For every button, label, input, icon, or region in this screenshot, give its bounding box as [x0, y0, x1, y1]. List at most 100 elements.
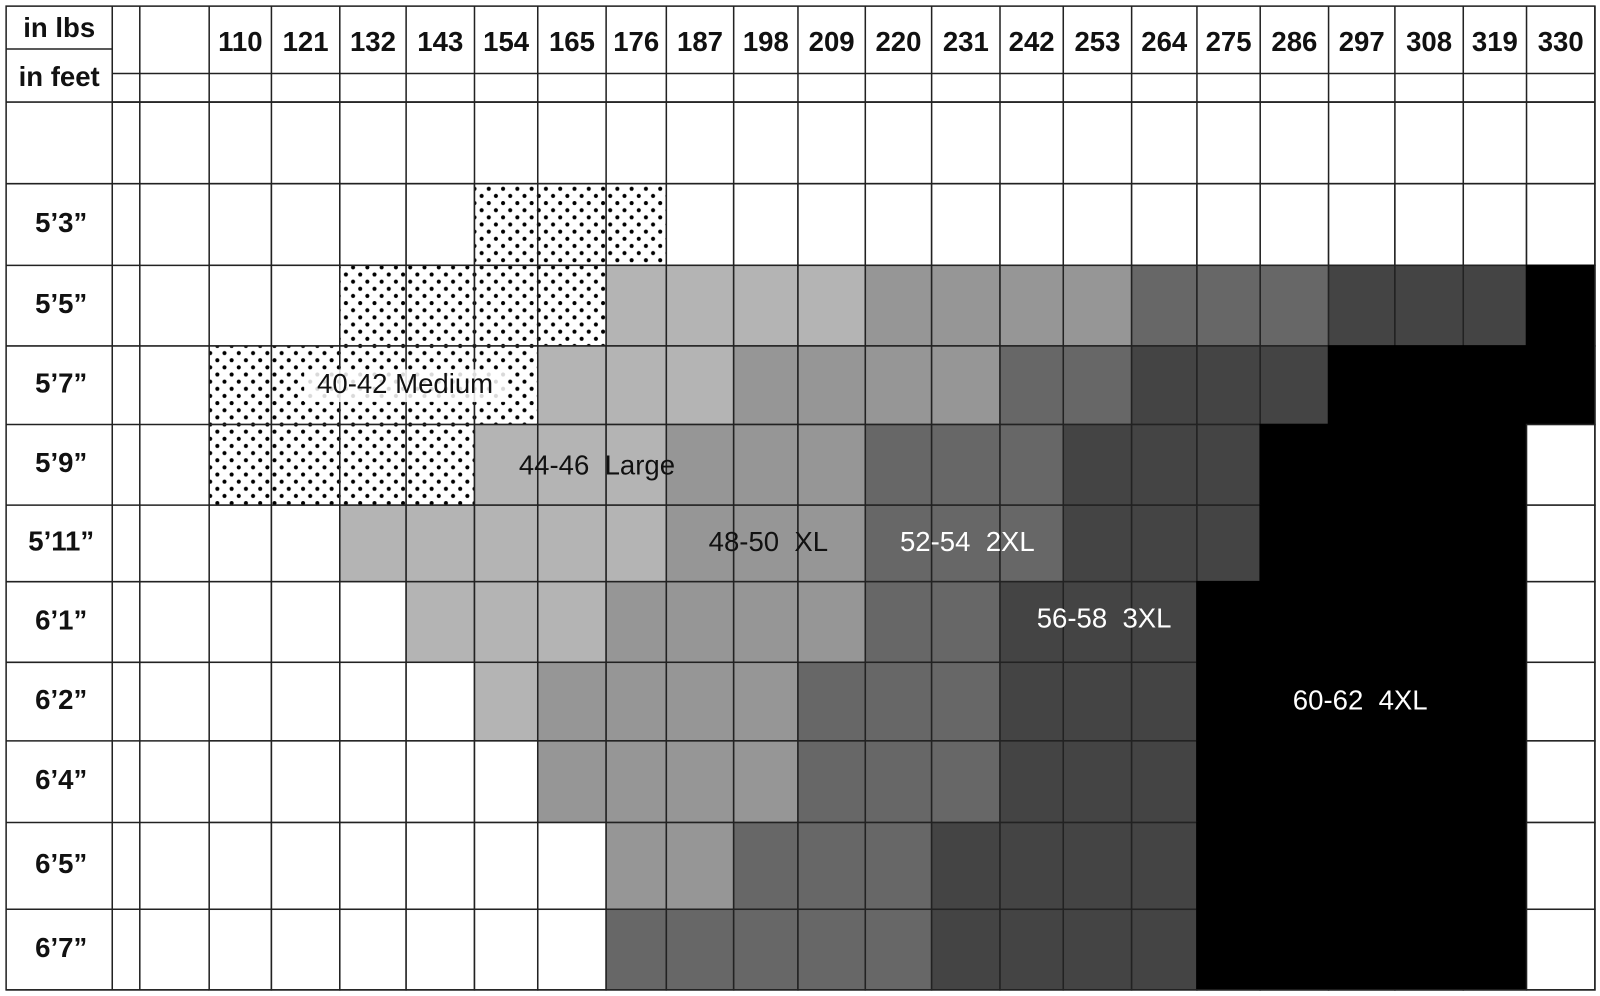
weight-value: 154 [483, 26, 530, 57]
cell [405, 423, 476, 506]
cell [1462, 345, 1528, 426]
cell [1462, 264, 1528, 347]
cell [930, 821, 1001, 911]
cell [1462, 580, 1528, 664]
cell [473, 908, 539, 991]
cell [1525, 345, 1596, 426]
cell [1394, 264, 1465, 347]
cell [1394, 580, 1465, 664]
cell [270, 504, 341, 583]
weight-value: 297 [1339, 26, 1385, 57]
cell [665, 821, 735, 911]
weight-value: 187 [677, 26, 723, 57]
cell [864, 908, 933, 991]
cell [1394, 740, 1465, 824]
cell [405, 740, 476, 824]
height-label: in feet [19, 61, 100, 92]
cell [208, 504, 273, 583]
cell [208, 821, 273, 911]
cell [270, 821, 341, 911]
cell [1130, 661, 1198, 742]
cell [1394, 908, 1465, 991]
cell [1196, 661, 1261, 742]
cell [1525, 908, 1596, 991]
cell [339, 908, 407, 991]
cell [605, 345, 668, 426]
cell [1196, 821, 1261, 911]
cell [536, 908, 607, 991]
cell [536, 580, 607, 664]
cell [605, 740, 668, 824]
cell [1462, 504, 1528, 583]
cell [405, 264, 476, 347]
cell [930, 908, 1001, 991]
cell [665, 740, 735, 824]
cell [732, 264, 799, 347]
cell [1462, 740, 1528, 824]
weight-value: 308 [1406, 26, 1452, 57]
cell [665, 264, 735, 347]
cell [1525, 661, 1596, 742]
height-value: 6’1” [35, 604, 87, 635]
cell [1462, 821, 1528, 911]
cell [1327, 345, 1396, 426]
cell [732, 182, 799, 267]
cell [1525, 264, 1596, 347]
cell [665, 504, 735, 583]
cell [1525, 182, 1596, 267]
cell [1462, 423, 1528, 506]
weight-value: 242 [1009, 26, 1055, 57]
weight-value: 275 [1206, 26, 1252, 57]
cell [1130, 821, 1198, 911]
weight-value: 143 [417, 26, 463, 57]
cell [473, 504, 539, 583]
size-label: 60-62 4XL [1293, 684, 1428, 715]
cell [1259, 740, 1330, 824]
cell [339, 182, 407, 267]
weight-value: 231 [943, 26, 989, 57]
cell [930, 740, 1001, 824]
cell [930, 661, 1001, 742]
cell [1394, 504, 1465, 583]
cell [1525, 821, 1596, 911]
cell [1130, 504, 1198, 583]
cell [208, 580, 273, 664]
cell [1196, 504, 1261, 583]
cell [208, 423, 273, 506]
cell [1130, 345, 1198, 426]
cell [605, 182, 668, 267]
cell [405, 661, 476, 742]
cell [270, 740, 341, 824]
cell [270, 908, 341, 991]
cell [1462, 182, 1528, 267]
cell [536, 661, 607, 742]
cell [605, 661, 668, 742]
cell [1062, 264, 1133, 347]
cell [339, 423, 407, 506]
weight-value: 253 [1074, 26, 1120, 57]
cell [1130, 908, 1198, 991]
table-border [5, 5, 1596, 991]
cell [797, 740, 867, 824]
weight-value: 286 [1271, 26, 1317, 57]
cell [1196, 182, 1261, 267]
cell [1130, 423, 1198, 506]
size-label: 52-54 2XL [900, 526, 1035, 557]
cell [732, 740, 799, 824]
cell [208, 661, 273, 742]
cell [797, 908, 867, 991]
cell [1525, 580, 1596, 664]
cell [665, 908, 735, 991]
cell [1394, 423, 1465, 506]
cell [1259, 661, 1330, 742]
height-value: 5’11” [28, 526, 94, 557]
cell [797, 821, 867, 911]
height-value: 5’3” [35, 207, 87, 238]
cell [999, 740, 1065, 824]
cell [864, 423, 933, 506]
cell [1130, 182, 1198, 267]
cell [1196, 345, 1261, 426]
cell [1327, 661, 1396, 742]
weight-value: 121 [283, 26, 329, 57]
cell [1196, 264, 1261, 347]
